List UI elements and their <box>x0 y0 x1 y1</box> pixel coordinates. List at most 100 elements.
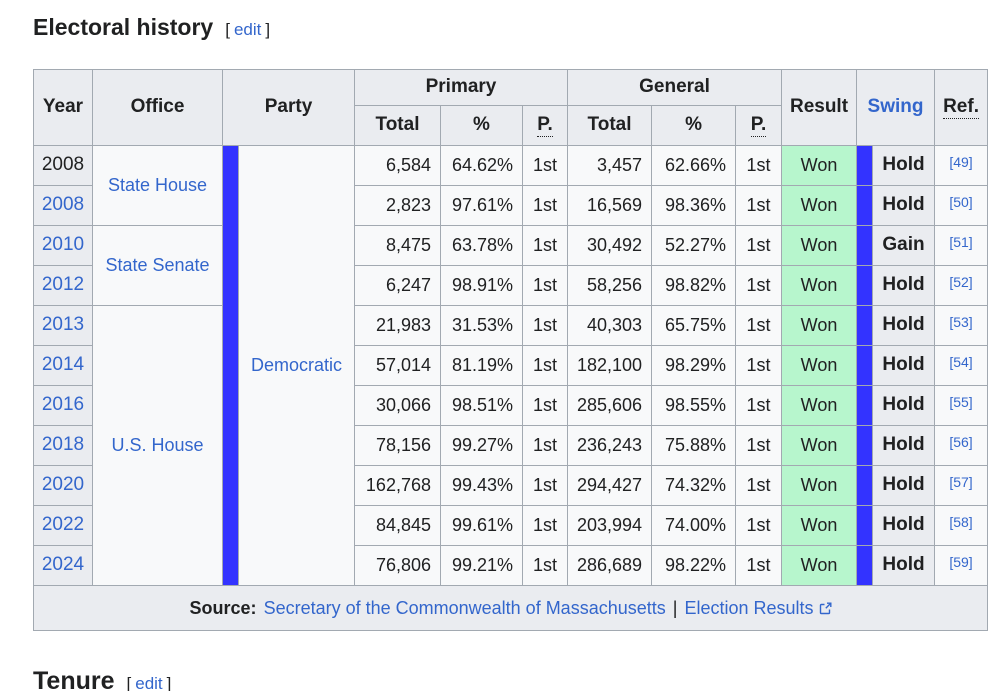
col-header-general: General <box>567 68 783 106</box>
swing-color-bar <box>856 184 874 226</box>
result-cell: Won <box>781 544 858 586</box>
primary-place-cell: 1st <box>521 544 569 586</box>
party-link[interactable]: Democratic <box>250 354 343 375</box>
primary-place-cell: 1st <box>521 384 569 426</box>
year-link[interactable]: 2024 <box>41 554 85 576</box>
col-header-year: Year <box>33 68 93 146</box>
office-link[interactable]: U.S. House <box>111 434 204 455</box>
general-percent-cell: 62.66% <box>651 144 737 186</box>
year-link[interactable]: 2020 <box>41 474 85 496</box>
table-footer: Source: Secretary of the Commonwealth of … <box>32 584 989 632</box>
place-abbr: P. <box>750 114 767 138</box>
year-cell: 2022 <box>33 504 93 546</box>
primary-total-cell: 162,768 <box>354 464 441 506</box>
year-link[interactable]: 2018 <box>41 434 85 456</box>
year-link[interactable]: 2013 <box>41 314 85 336</box>
header-sub-row: Total % P. Total % P. <box>34 104 988 146</box>
result-cell: Won <box>781 344 858 386</box>
year-link[interactable]: 2022 <box>41 514 85 536</box>
primary-place-cell: 1st <box>521 504 569 546</box>
col-header-general-total: Total <box>567 104 653 146</box>
swing-link[interactable]: Swing <box>867 96 924 118</box>
office-cell: State House <box>92 144 223 226</box>
office-cell: U.S. House <box>92 304 223 586</box>
primary-place-cell: 1st <box>521 424 569 466</box>
table-body: 2008 State House Democratic 6,584 64.62% 1st 3… <box>33 144 989 586</box>
general-total-cell: 58,256 <box>567 264 653 306</box>
ref-link[interactable]: [51] <box>949 233 973 250</box>
footer-link-secretary[interactable]: Secretary of the Commonwealth of Massach… <box>263 597 666 618</box>
ref-cell: [59] <box>934 544 989 586</box>
general-percent-cell: 75.88% <box>651 424 737 466</box>
ref-link[interactable]: [59] <box>949 553 973 570</box>
office-link[interactable]: State Senate <box>105 254 210 275</box>
ref-link[interactable]: [55] <box>949 393 973 410</box>
year-link[interactable]: 2012 <box>41 274 85 296</box>
year-link[interactable]: 2014 <box>41 354 85 376</box>
primary-percent-cell: 31.53% <box>440 304 523 346</box>
year-cell: 2008 <box>33 184 93 226</box>
footer-link-election-results[interactable]: Election Results <box>684 597 814 618</box>
result-cell: Won <box>781 144 858 186</box>
general-percent-cell: 98.22% <box>651 544 737 586</box>
primary-percent-cell: 99.61% <box>440 504 523 546</box>
swing-color-bar <box>856 224 874 266</box>
ref-cell: [49] <box>934 144 989 186</box>
year-cell: 2024 <box>33 544 93 586</box>
result-cell: Won <box>781 504 858 546</box>
general-place-cell: 1st <box>735 184 783 226</box>
table-row: 2018 78,156 99.27% 1st 236,243 75.88% 1st Won Ho… <box>33 424 989 466</box>
primary-percent-cell: 99.21% <box>440 544 523 586</box>
primary-total-cell: 78,156 <box>354 424 441 466</box>
office-link[interactable]: State House <box>107 174 208 195</box>
primary-place-cell: 1st <box>521 304 569 346</box>
general-total-cell: 294,427 <box>567 464 653 506</box>
footer-row: Source: Secretary of the Commonwealth of … <box>32 584 989 632</box>
edit-section: [edit] <box>127 674 172 691</box>
result-cell: Won <box>781 184 858 226</box>
swing-cell: Hold <box>872 464 936 506</box>
table-row: 2024 76,806 99.21% 1st 286,689 98.22% 1st Won Ho… <box>33 544 989 586</box>
edit-link[interactable]: edit <box>135 674 163 691</box>
general-percent-cell: 65.75% <box>651 304 737 346</box>
primary-total-cell: 6,247 <box>354 264 441 306</box>
year-link[interactable]: 2010 <box>41 234 85 256</box>
ref-link[interactable]: [52] <box>949 273 973 290</box>
ref-link[interactable]: [58] <box>949 513 973 530</box>
year-cell: 2013 <box>33 304 93 346</box>
table-row: 2020 162,768 99.43% 1st 294,427 74.32% 1st Won H… <box>33 464 989 506</box>
swing-color-bar <box>856 144 874 186</box>
swing-color-bar <box>856 304 874 346</box>
ref-link[interactable]: [57] <box>949 473 973 490</box>
result-cell: Won <box>781 384 858 426</box>
primary-place-cell: 1st <box>521 144 569 186</box>
place-abbr: P. <box>537 114 553 138</box>
year-link[interactable]: 2016 <box>41 394 85 416</box>
general-percent-cell: 98.36% <box>651 184 737 226</box>
general-place-cell: 1st <box>735 144 783 186</box>
edit-link[interactable]: edit <box>233 20 262 39</box>
general-percent-cell: 74.00% <box>651 504 737 546</box>
edit-bracket-close: ] <box>265 20 271 39</box>
ref-link[interactable]: [54] <box>949 353 973 370</box>
year-cell: 2016 <box>33 384 93 426</box>
page-title: Electoral history <box>33 14 214 40</box>
general-place-cell: 1st <box>735 544 783 586</box>
footer-cell: Source: Secretary of the Commonwealth of … <box>32 584 989 632</box>
swing-cell: Hold <box>872 424 936 466</box>
swing-cell: Hold <box>872 384 936 426</box>
general-total-cell: 236,243 <box>567 424 653 466</box>
ref-link[interactable]: [53] <box>949 313 973 330</box>
ref-link[interactable]: [49] <box>949 153 973 170</box>
ref-link[interactable]: [50] <box>949 193 973 210</box>
general-place-cell: 1st <box>735 264 783 306</box>
primary-percent-cell: 99.43% <box>440 464 523 506</box>
ref-link[interactable]: [56] <box>949 433 973 450</box>
general-place-cell: 1st <box>735 384 783 426</box>
table-row: 2008 State House Democratic 6,584 64.62% 1st 3… <box>33 144 989 586</box>
primary-place-cell: 1st <box>521 224 569 266</box>
ref-cell: [51] <box>934 224 989 266</box>
col-header-primary-percent: % <box>440 104 523 146</box>
edit-bracket-open: [ <box>225 20 230 39</box>
year-link[interactable]: 2008 <box>41 194 85 216</box>
